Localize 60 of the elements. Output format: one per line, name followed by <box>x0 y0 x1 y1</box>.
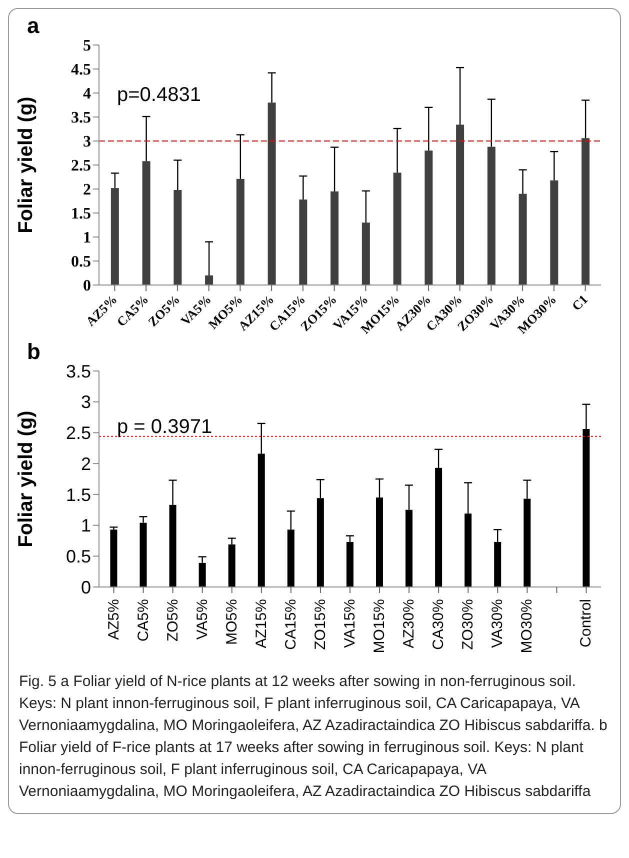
y-tick-label: 1 <box>80 516 91 536</box>
x-tick-label: VA30% <box>489 599 506 648</box>
y-tick-label: 4 <box>83 86 91 103</box>
y-tick-label: 0.5 <box>71 254 91 271</box>
bar <box>487 146 496 285</box>
bar <box>110 530 118 587</box>
y-tick-label: 3.5 <box>71 110 91 127</box>
x-tick-label: CA15% <box>282 599 300 650</box>
x-tick-label: VA5% <box>194 599 211 640</box>
bar <box>456 124 464 285</box>
y-tick-label: 1.5 <box>66 484 91 505</box>
bar <box>299 200 308 285</box>
bar <box>362 222 370 285</box>
bar <box>174 190 182 285</box>
bar <box>393 172 402 285</box>
y-tick-label: 3 <box>83 134 91 151</box>
y-tick-label: 3 <box>80 392 91 412</box>
x-tick-label: Control <box>578 599 595 648</box>
bar <box>142 161 150 285</box>
y-tick-label: 0 <box>83 278 91 295</box>
bar <box>268 102 276 285</box>
x-tick-label: MO15% <box>371 599 388 654</box>
y-tick-label: 2 <box>80 454 91 474</box>
bar <box>518 194 527 285</box>
x-tick-label: CA5% <box>134 599 152 642</box>
x-tick-label: ZO5% <box>164 599 182 642</box>
bar <box>424 150 433 285</box>
y-tick-label: 1.5 <box>71 206 91 223</box>
x-tick-label: CA30% <box>430 599 448 650</box>
caption: Fig. 5 a Foliar yield of N-rice plants at 12 weeks after sowing in non-ferruginous soil. Keys: N plant innon-ferruginous soil, F plant inferruginous soil, CA Caricapapaya, VA Vernoniaamygdalina, MO Moringaoleifera, AZ Azadiractaindica ZO Hibiscus sabdariffa. b Foliar yield of F-rice plants at 17 weeks after sowing in ferruginous soil. Keys: N plant innon-ferruginous soil, F plant inferruginous soil, CA Caricapapaya, VA Vernoniaamygdalina, MO Moringaoleifera, AZ Azadiractaindica ZO Hibiscus sabdariffa <box>19 672 608 802</box>
x-tick-label: AZ5% <box>105 599 122 640</box>
y-tick-label: 5 <box>83 38 91 55</box>
annotation: p = 0.3971 <box>117 415 212 440</box>
y-tick-label: 1 <box>83 230 91 247</box>
y-tick-label: 0.5 <box>66 546 91 567</box>
x-tick-label: VA15% <box>342 599 358 648</box>
bar <box>236 178 244 285</box>
y-axis-title: Foliar yield (g) <box>15 96 38 234</box>
x-tick-label: ZO15% <box>312 599 329 650</box>
x-tick-label: MO5% <box>223 599 240 645</box>
x-tick-label: ZO30% <box>460 599 477 650</box>
bar <box>582 138 590 285</box>
x-tick-label: MO30% <box>518 599 536 654</box>
x-tick-label: C1 <box>568 292 591 314</box>
y-axis-title: Foliar yield (g) <box>15 410 38 548</box>
chart-title: b <box>27 339 40 364</box>
chart-title: a <box>27 13 40 39</box>
bar <box>110 188 119 285</box>
bar <box>550 180 558 285</box>
x-tick-label: AZ15% <box>252 599 270 648</box>
annotation: p=0.4831 <box>117 83 201 108</box>
y-tick-label: 2.5 <box>71 158 91 175</box>
y-tick-label: 0 <box>80 577 91 598</box>
y-tick-label: 4.5 <box>71 62 91 79</box>
bar <box>330 191 339 285</box>
bar <box>205 275 214 285</box>
x-tick-label: AZ30% <box>400 599 418 648</box>
y-tick-label: 2.5 <box>66 423 91 444</box>
y-tick-label: 2 <box>83 182 91 199</box>
y-tick-label: 3.5 <box>66 361 91 382</box>
